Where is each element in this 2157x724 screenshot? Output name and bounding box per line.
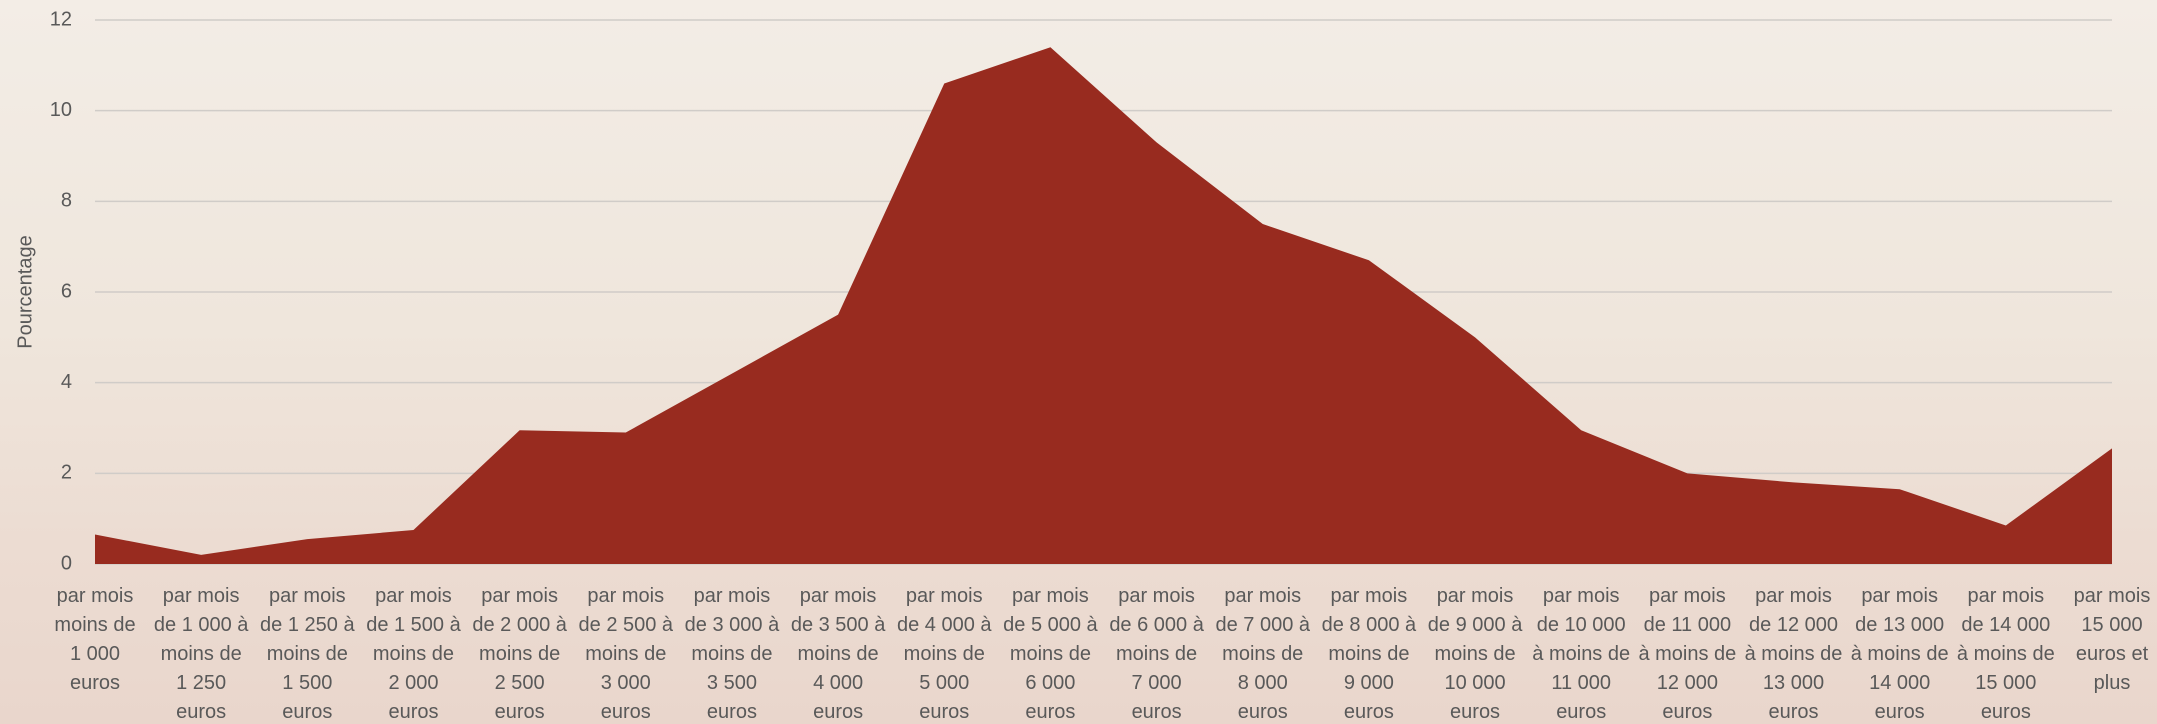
y-tick-label: 12 bbox=[50, 8, 72, 30]
x-tick-label: par mois de 10 000 à moins de 11 000 eur… bbox=[1529, 582, 1633, 724]
y-tick-label: 8 bbox=[61, 190, 72, 212]
x-tick-label: par mois de 12 000 à moins de 13 000 eur… bbox=[1742, 582, 1846, 724]
y-tick-label: 0 bbox=[61, 552, 72, 574]
x-tick-label: par mois de 6 000 à moins de 7 000 euros bbox=[1105, 582, 1209, 724]
y-tick-label: 6 bbox=[61, 280, 72, 302]
x-tick-label: par mois 15 000 euros et plus bbox=[2060, 582, 2157, 698]
x-tick-label: par mois de 14 000 à moins de 15 000 eur… bbox=[1954, 582, 2058, 724]
y-axis-title: Pourcentage bbox=[14, 235, 36, 348]
x-tick-label: par mois de 1 250 à moins de 1 500 euros bbox=[255, 582, 359, 724]
y-tick-label: 4 bbox=[61, 371, 72, 393]
x-tick-label: par mois de 9 000 à moins de 10 000 euro… bbox=[1423, 582, 1527, 724]
x-tick-label: par mois de 1 000 à moins de 1 250 euros bbox=[149, 582, 253, 724]
x-tick-label: par mois moins de 1 000 euros bbox=[43, 582, 147, 698]
x-tick-label: par mois de 4 000 à moins de 5 000 euros bbox=[892, 582, 996, 724]
y-tick-label: 10 bbox=[50, 99, 72, 121]
x-tick-label: par mois de 1 500 à moins de 2 000 euros bbox=[361, 582, 465, 724]
x-tick-label: par mois de 3 500 à moins de 4 000 euros bbox=[786, 582, 890, 724]
x-tick-label: par mois de 7 000 à moins de 8 000 euros bbox=[1211, 582, 1315, 724]
x-tick-label: par mois de 8 000 à moins de 9 000 euros bbox=[1317, 582, 1421, 724]
y-tick-label: 2 bbox=[61, 462, 72, 484]
x-tick-label: par mois de 11 000 à moins de 12 000 eur… bbox=[1635, 582, 1739, 724]
chart: Pourcentage 0 2 4 6 8 10 12 par mois moins de … bbox=[0, 0, 2157, 724]
area bbox=[95, 47, 2112, 564]
x-tick-label: par mois de 2 000 à moins de 2 500 euros bbox=[468, 582, 572, 724]
x-tick-label: par mois de 3 000 à moins de 3 500 euros bbox=[680, 582, 784, 724]
x-tick-label: par mois de 5 000 à moins de 6 000 euros bbox=[998, 582, 1102, 724]
x-tick-label: par mois de 2 500 à moins de 3 000 euros bbox=[574, 582, 678, 724]
x-tick-label: par mois de 13 000 à moins de 14 000 eur… bbox=[1848, 582, 1952, 724]
